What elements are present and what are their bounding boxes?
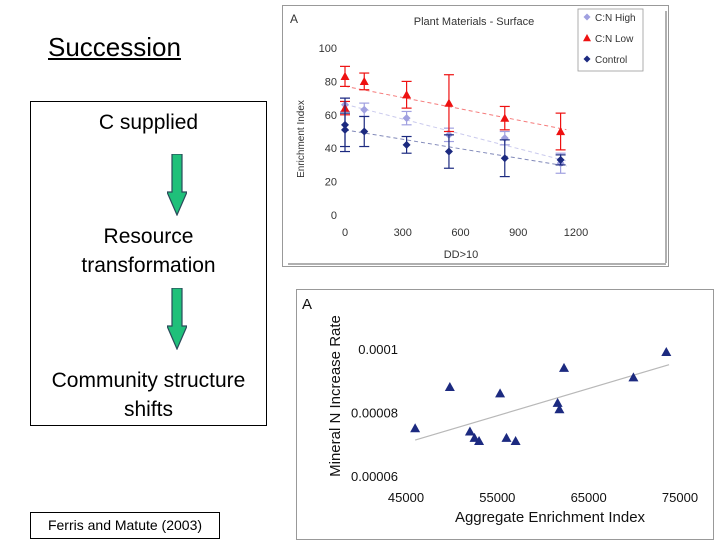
panel-letter: A — [290, 12, 298, 26]
x-tick-label: 900 — [509, 227, 527, 239]
data-point — [464, 426, 475, 436]
step-c-supplied: C supplied — [98, 111, 199, 134]
y-axis-label: Enrichment Index — [296, 100, 307, 178]
data-point — [552, 397, 563, 407]
data-point — [661, 346, 672, 356]
down-arrow-icon — [167, 288, 187, 350]
legend-label: C:N High — [595, 13, 636, 24]
y-tick-label: 20 — [325, 177, 337, 189]
data-point — [510, 436, 521, 446]
data-point — [556, 155, 565, 164]
x-tick-label: 600 — [451, 227, 469, 239]
y-axis-label: Mineral N Increase Rate — [327, 315, 344, 477]
x-tick-label: 45000 — [388, 490, 424, 505]
y-tick-label: 0.0001 — [358, 342, 398, 357]
x-tick-label: 300 — [394, 227, 412, 239]
panel-letter: A — [302, 296, 312, 313]
data-point — [501, 432, 512, 442]
data-point — [556, 127, 566, 136]
data-point — [495, 388, 506, 398]
step-shifts: shifts — [123, 398, 173, 421]
data-point — [341, 125, 349, 134]
y-tick-label: 40 — [325, 143, 337, 155]
data-point — [402, 114, 411, 123]
y-tick-label: 60 — [325, 110, 337, 122]
data-point — [444, 98, 454, 107]
trendline — [344, 129, 567, 167]
data-point — [500, 113, 510, 122]
data-point — [402, 140, 411, 149]
y-tick-label: 100 — [319, 43, 337, 55]
chart-frame — [296, 289, 714, 540]
slide-title: Succession — [48, 32, 181, 62]
data-point — [554, 404, 565, 414]
x-tick-label: 55000 — [479, 490, 515, 505]
data-point — [402, 90, 412, 99]
citation: Ferris and Matute (2003) — [30, 512, 220, 539]
x-tick-label: 65000 — [571, 490, 607, 505]
data-point — [360, 127, 369, 136]
x-tick-label: 1200 — [564, 227, 588, 239]
legend-marker — [583, 55, 591, 63]
y-tick-label: 0.00006 — [351, 469, 398, 484]
x-tick-label: 75000 — [662, 490, 698, 505]
legend-marker — [583, 13, 591, 21]
trendline — [344, 85, 567, 131]
legend-label: C:N Low — [595, 34, 634, 45]
step-resource: Resource — [103, 225, 194, 248]
data-point — [444, 381, 455, 391]
data-point — [340, 71, 350, 80]
step-community-structure: Community structure — [51, 369, 246, 392]
y-tick-label: 80 — [325, 76, 337, 88]
legend-label: Control — [595, 55, 627, 66]
chart-title: Plant Materials - Surface — [414, 16, 534, 28]
data-point — [410, 423, 421, 433]
trendline — [344, 103, 567, 162]
chart-enrichment-index: A Plant Materials - Surface Enrichment I… — [282, 5, 669, 267]
data-point — [559, 362, 570, 372]
succession-flow-box: C supplied Resource transformation Commu… — [30, 101, 267, 426]
chart-mineral-n-rate: A Mineral N Increase Rate Aggregate Enri… — [296, 289, 714, 540]
data-point — [359, 76, 369, 85]
data-point — [469, 432, 480, 442]
down-arrow-icon — [167, 154, 187, 216]
x-axis-label: Aggregate Enrichment Index — [455, 509, 646, 526]
x-axis-label: DD>10 — [444, 249, 479, 261]
y-tick-label: 0 — [331, 210, 337, 222]
data-point — [500, 154, 509, 163]
data-point — [444, 147, 453, 156]
trendline — [414, 364, 670, 441]
data-point — [474, 436, 485, 446]
data-point — [360, 105, 369, 114]
data-point — [628, 372, 639, 382]
legend-marker — [583, 34, 591, 42]
y-tick-label: 0.00008 — [351, 405, 398, 420]
step-transformation: transformation — [81, 254, 216, 277]
x-tick-label: 0 — [342, 227, 348, 239]
